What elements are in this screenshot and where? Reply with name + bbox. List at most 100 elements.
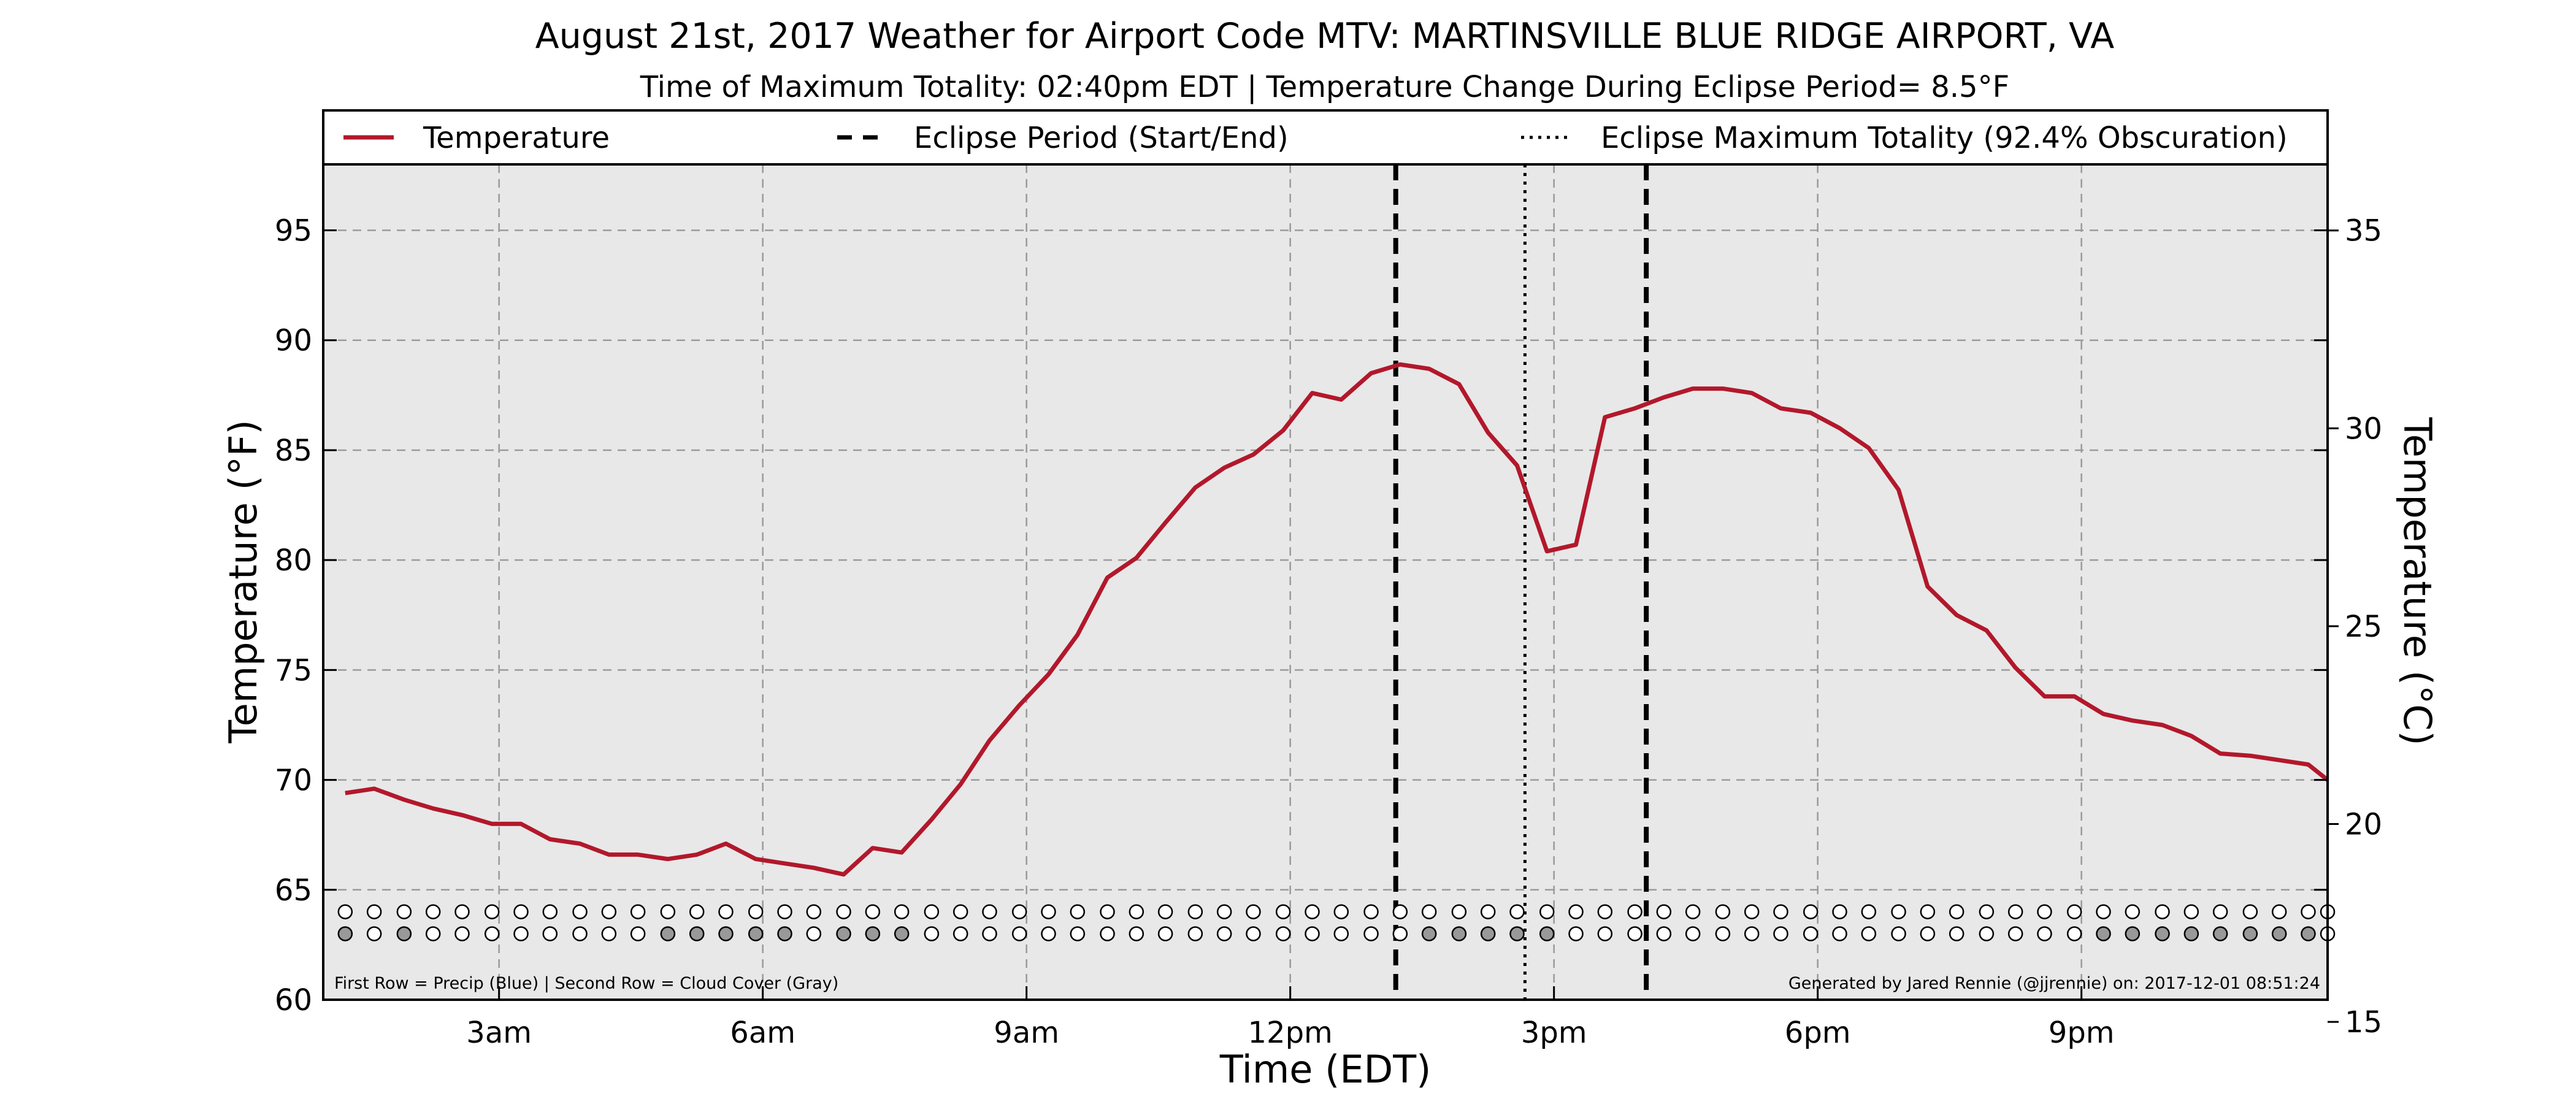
cloud-indicator: [953, 926, 968, 941]
precip-indicator: [1832, 904, 1847, 919]
cloud-indicator: [718, 926, 734, 941]
precip-indicator: [2096, 904, 2111, 919]
precip-indicator: [1861, 904, 1877, 919]
precip-indicator: [1246, 904, 1261, 919]
cloud-indicator: [894, 926, 910, 941]
precip-indicator: [2007, 904, 2023, 919]
cloud-indicator: [1920, 926, 1936, 941]
cloud-indicator: [1421, 926, 1437, 941]
cloud-indicator: [396, 926, 412, 941]
precip-indicator: [1744, 904, 1760, 919]
precip-indicator: [1715, 904, 1731, 919]
temperature-series: [345, 362, 2329, 877]
cloud-indicator: [454, 926, 470, 941]
precip-indicator: [1216, 904, 1232, 919]
precip-indicator: [601, 904, 617, 919]
precip-indicator: [1891, 904, 1906, 919]
cloud-indicator: [1363, 926, 1379, 941]
cloud-indicator: [1568, 926, 1584, 941]
legend-label: Eclipse Period (Start/End): [914, 121, 1289, 155]
precip-indicator: [2301, 904, 2316, 919]
precip-indicator: [689, 904, 705, 919]
cloud-indicator: [1597, 926, 1613, 941]
precip-indicator: [894, 904, 910, 919]
precip-indicator: [1100, 904, 1115, 919]
precip-indicator: [1041, 904, 1056, 919]
precip-indicator: [2271, 904, 2287, 919]
cloud-indicator: [982, 926, 997, 941]
cloud-indicator: [2183, 926, 2199, 941]
precip-indicator: [1685, 904, 1701, 919]
cloud-indicator: [2007, 926, 2023, 941]
y-tick-label: 95: [275, 214, 312, 248]
precip-indicator: [366, 904, 382, 919]
axis-ticks: 60 65 70 75 80 85 90 95 15 20 25 30 35 3am 6am 9am 12pm 3…: [275, 214, 2382, 1050]
precip-indicator: [2183, 904, 2199, 919]
cloud-indicator: [1627, 926, 1643, 941]
cloud-indicator: [2066, 926, 2082, 941]
precip-indicator: [718, 904, 734, 919]
cloud-indicator: [630, 926, 646, 941]
cloud-indicator: [1246, 926, 1261, 941]
cloud-indicator: [748, 926, 764, 941]
precip-indicator: [2242, 904, 2258, 919]
cloud-indicator: [1275, 926, 1291, 941]
cloud-indicator: [1979, 926, 1995, 941]
precip-indicator: [836, 904, 851, 919]
precip-indicator: [1187, 904, 1203, 919]
cloud-indicator: [1451, 926, 1467, 941]
x-tick-label: 3pm: [1521, 1016, 1587, 1050]
cloud-indicator: [2212, 926, 2228, 941]
precip-indicator: [1979, 904, 1995, 919]
cloud-indicator: [572, 926, 588, 941]
y-axis-label: Temperature (°F): [221, 420, 266, 743]
cloud-indicator: [1305, 926, 1320, 941]
plot-area: [323, 164, 2328, 1000]
cloud-indicator: [1011, 926, 1027, 941]
cloud-indicator: [1891, 926, 1906, 941]
eclipse-lines: [1393, 164, 1649, 1000]
precip-indicator: [1480, 904, 1496, 919]
chart-title: August 21st, 2017 Weather for Airport Co…: [535, 16, 2115, 56]
annotation-right: Generated by Jared Rennie (@jjrennie) on…: [1788, 974, 2320, 993]
cloud-indicator: [1480, 926, 1496, 941]
precip-indicator: [1568, 904, 1584, 919]
precip-indicator: [2037, 904, 2052, 919]
x-tick-label: 6pm: [1785, 1016, 1851, 1050]
cloud-indicator: [1656, 926, 1672, 941]
precip-indicator: [337, 904, 353, 919]
cloud-indicator: [542, 926, 558, 941]
precip-indicator: [1421, 904, 1437, 919]
precip-indicator: [1509, 904, 1525, 919]
legend-box: [322, 109, 2329, 166]
cloud-indicator: [1100, 926, 1115, 941]
precip-indicator: [425, 904, 441, 919]
precip-indicator: [1539, 904, 1555, 919]
cloud-indicator: [865, 926, 881, 941]
y-right-tick-label: 25: [2345, 610, 2382, 644]
cloud-indicator: [2125, 926, 2141, 941]
cloud-indicator: [1392, 926, 1408, 941]
precip-indicator: [865, 904, 881, 919]
precip-indicator: [1656, 904, 1672, 919]
indicator-rows: [337, 904, 2336, 941]
y-tick-label: 70: [275, 764, 312, 798]
precip-indicator: [630, 904, 646, 919]
y-axis-label-right: Temperature (°C): [2395, 416, 2440, 745]
cloud-indicator: [1129, 926, 1144, 941]
cloud-indicator: [1187, 926, 1203, 941]
precip-indicator: [806, 904, 822, 919]
precip-indicator: [2066, 904, 2082, 919]
precip-indicator: [924, 904, 940, 919]
y-tick-label: 80: [275, 543, 312, 578]
precip-indicator: [953, 904, 968, 919]
cloud-indicator: [337, 926, 353, 941]
precip-indicator: [982, 904, 997, 919]
cloud-indicator: [1157, 926, 1173, 941]
precip-indicator: [396, 904, 412, 919]
y-tick-label: 65: [275, 873, 312, 908]
cloud-indicator: [2271, 926, 2287, 941]
plot-frame: [322, 163, 2329, 1001]
precip-indicator: [660, 904, 676, 919]
